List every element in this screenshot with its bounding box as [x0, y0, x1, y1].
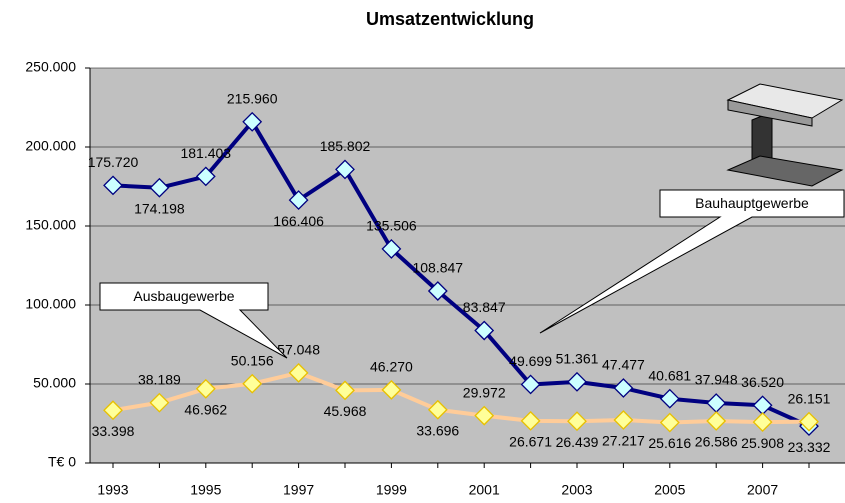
data-label: 38.189	[138, 371, 181, 387]
beam-bottom	[726, 155, 844, 187]
marker	[706, 411, 727, 431]
data-label: 33.696	[416, 422, 459, 438]
data-label: 215.960	[227, 90, 278, 106]
marker	[381, 379, 402, 400]
marker	[752, 412, 773, 432]
marker	[613, 410, 634, 430]
data-label: 108.847	[412, 260, 463, 276]
y-tick-label: 150.000	[25, 217, 76, 233]
data-label: 46.270	[370, 359, 413, 375]
data-label: 174.198	[134, 200, 185, 216]
x-tick-label: 1999	[376, 482, 407, 498]
marker	[335, 159, 355, 180]
x-tick-label: 2003	[561, 482, 592, 498]
marker	[520, 410, 541, 431]
data-label: 25.908	[741, 435, 784, 451]
marker	[659, 412, 680, 433]
x-tick-label: 2007	[747, 482, 778, 498]
series-line	[112, 119, 810, 428]
marker	[149, 177, 170, 198]
marker	[567, 371, 587, 392]
data-label: 26.586	[695, 434, 738, 450]
data-label: 50.156	[231, 352, 274, 368]
data-label: 23.332	[788, 439, 831, 455]
data-label: 47.477	[602, 357, 645, 373]
data-label: 57.048	[277, 342, 320, 358]
marker	[335, 380, 355, 401]
marker	[799, 411, 819, 432]
data-label: 185.802	[320, 138, 371, 154]
data-label: 46.962	[184, 402, 227, 418]
data-label: 40.681	[648, 367, 691, 383]
callout-label: Bauhauptgewerbe	[695, 195, 809, 211]
marker	[242, 111, 263, 132]
data-label: 45.968	[324, 403, 367, 419]
marker	[427, 399, 448, 420]
marker	[427, 281, 448, 301]
marker	[288, 190, 309, 210]
y-tick-label: 250.000	[25, 59, 76, 75]
y-tick-label: T€ 0	[48, 454, 76, 470]
x-tick-label: 1993	[97, 482, 128, 498]
data-label: 26.439	[556, 434, 599, 450]
data-label: 26.151	[788, 390, 831, 406]
data-label: 51.361	[556, 351, 599, 367]
callout	[99, 282, 288, 359]
marker	[242, 373, 263, 394]
data-label: 83.847	[463, 299, 506, 315]
data-label: 37.948	[695, 372, 738, 388]
marker	[474, 405, 495, 426]
y-tick-label: 50.000	[33, 375, 76, 391]
x-tick-label: 2001	[469, 482, 500, 498]
data-label: 29.972	[463, 384, 506, 400]
marker	[288, 362, 309, 383]
y-tick-label: 100.000	[25, 296, 76, 312]
data-label: 26.671	[509, 434, 552, 450]
marker	[195, 378, 216, 399]
data-label: 33.398	[92, 423, 135, 439]
marker	[149, 392, 170, 413]
marker	[659, 388, 680, 409]
marker	[195, 166, 216, 187]
x-tick-label: 1997	[283, 482, 314, 498]
data-label: 181.403	[180, 145, 231, 161]
y-tick-label: 200.000	[25, 138, 76, 154]
marker	[613, 378, 634, 398]
marker	[381, 238, 402, 259]
marker	[103, 400, 123, 421]
callout-label: Ausbaugewerbe	[133, 288, 234, 304]
marker	[474, 320, 495, 341]
data-label: 36.520	[741, 374, 784, 390]
data-label: 49.699	[509, 353, 552, 369]
data-label: 25.616	[648, 435, 691, 451]
data-label: 166.406	[273, 213, 324, 229]
x-tick-label: 1995	[190, 482, 221, 498]
chart-title: Umsatzentwicklung	[366, 9, 534, 29]
callout	[539, 189, 845, 334]
data-label: 27.217	[602, 433, 645, 449]
marker	[567, 411, 587, 432]
data-label: 135.506	[366, 218, 417, 234]
beam-face	[727, 99, 813, 127]
data-label: 175.720	[88, 154, 139, 170]
marker	[520, 374, 541, 395]
x-tick-label: 2005	[654, 482, 685, 498]
series-line	[112, 370, 810, 425]
marker	[103, 175, 123, 196]
beam-icon	[726, 83, 844, 187]
